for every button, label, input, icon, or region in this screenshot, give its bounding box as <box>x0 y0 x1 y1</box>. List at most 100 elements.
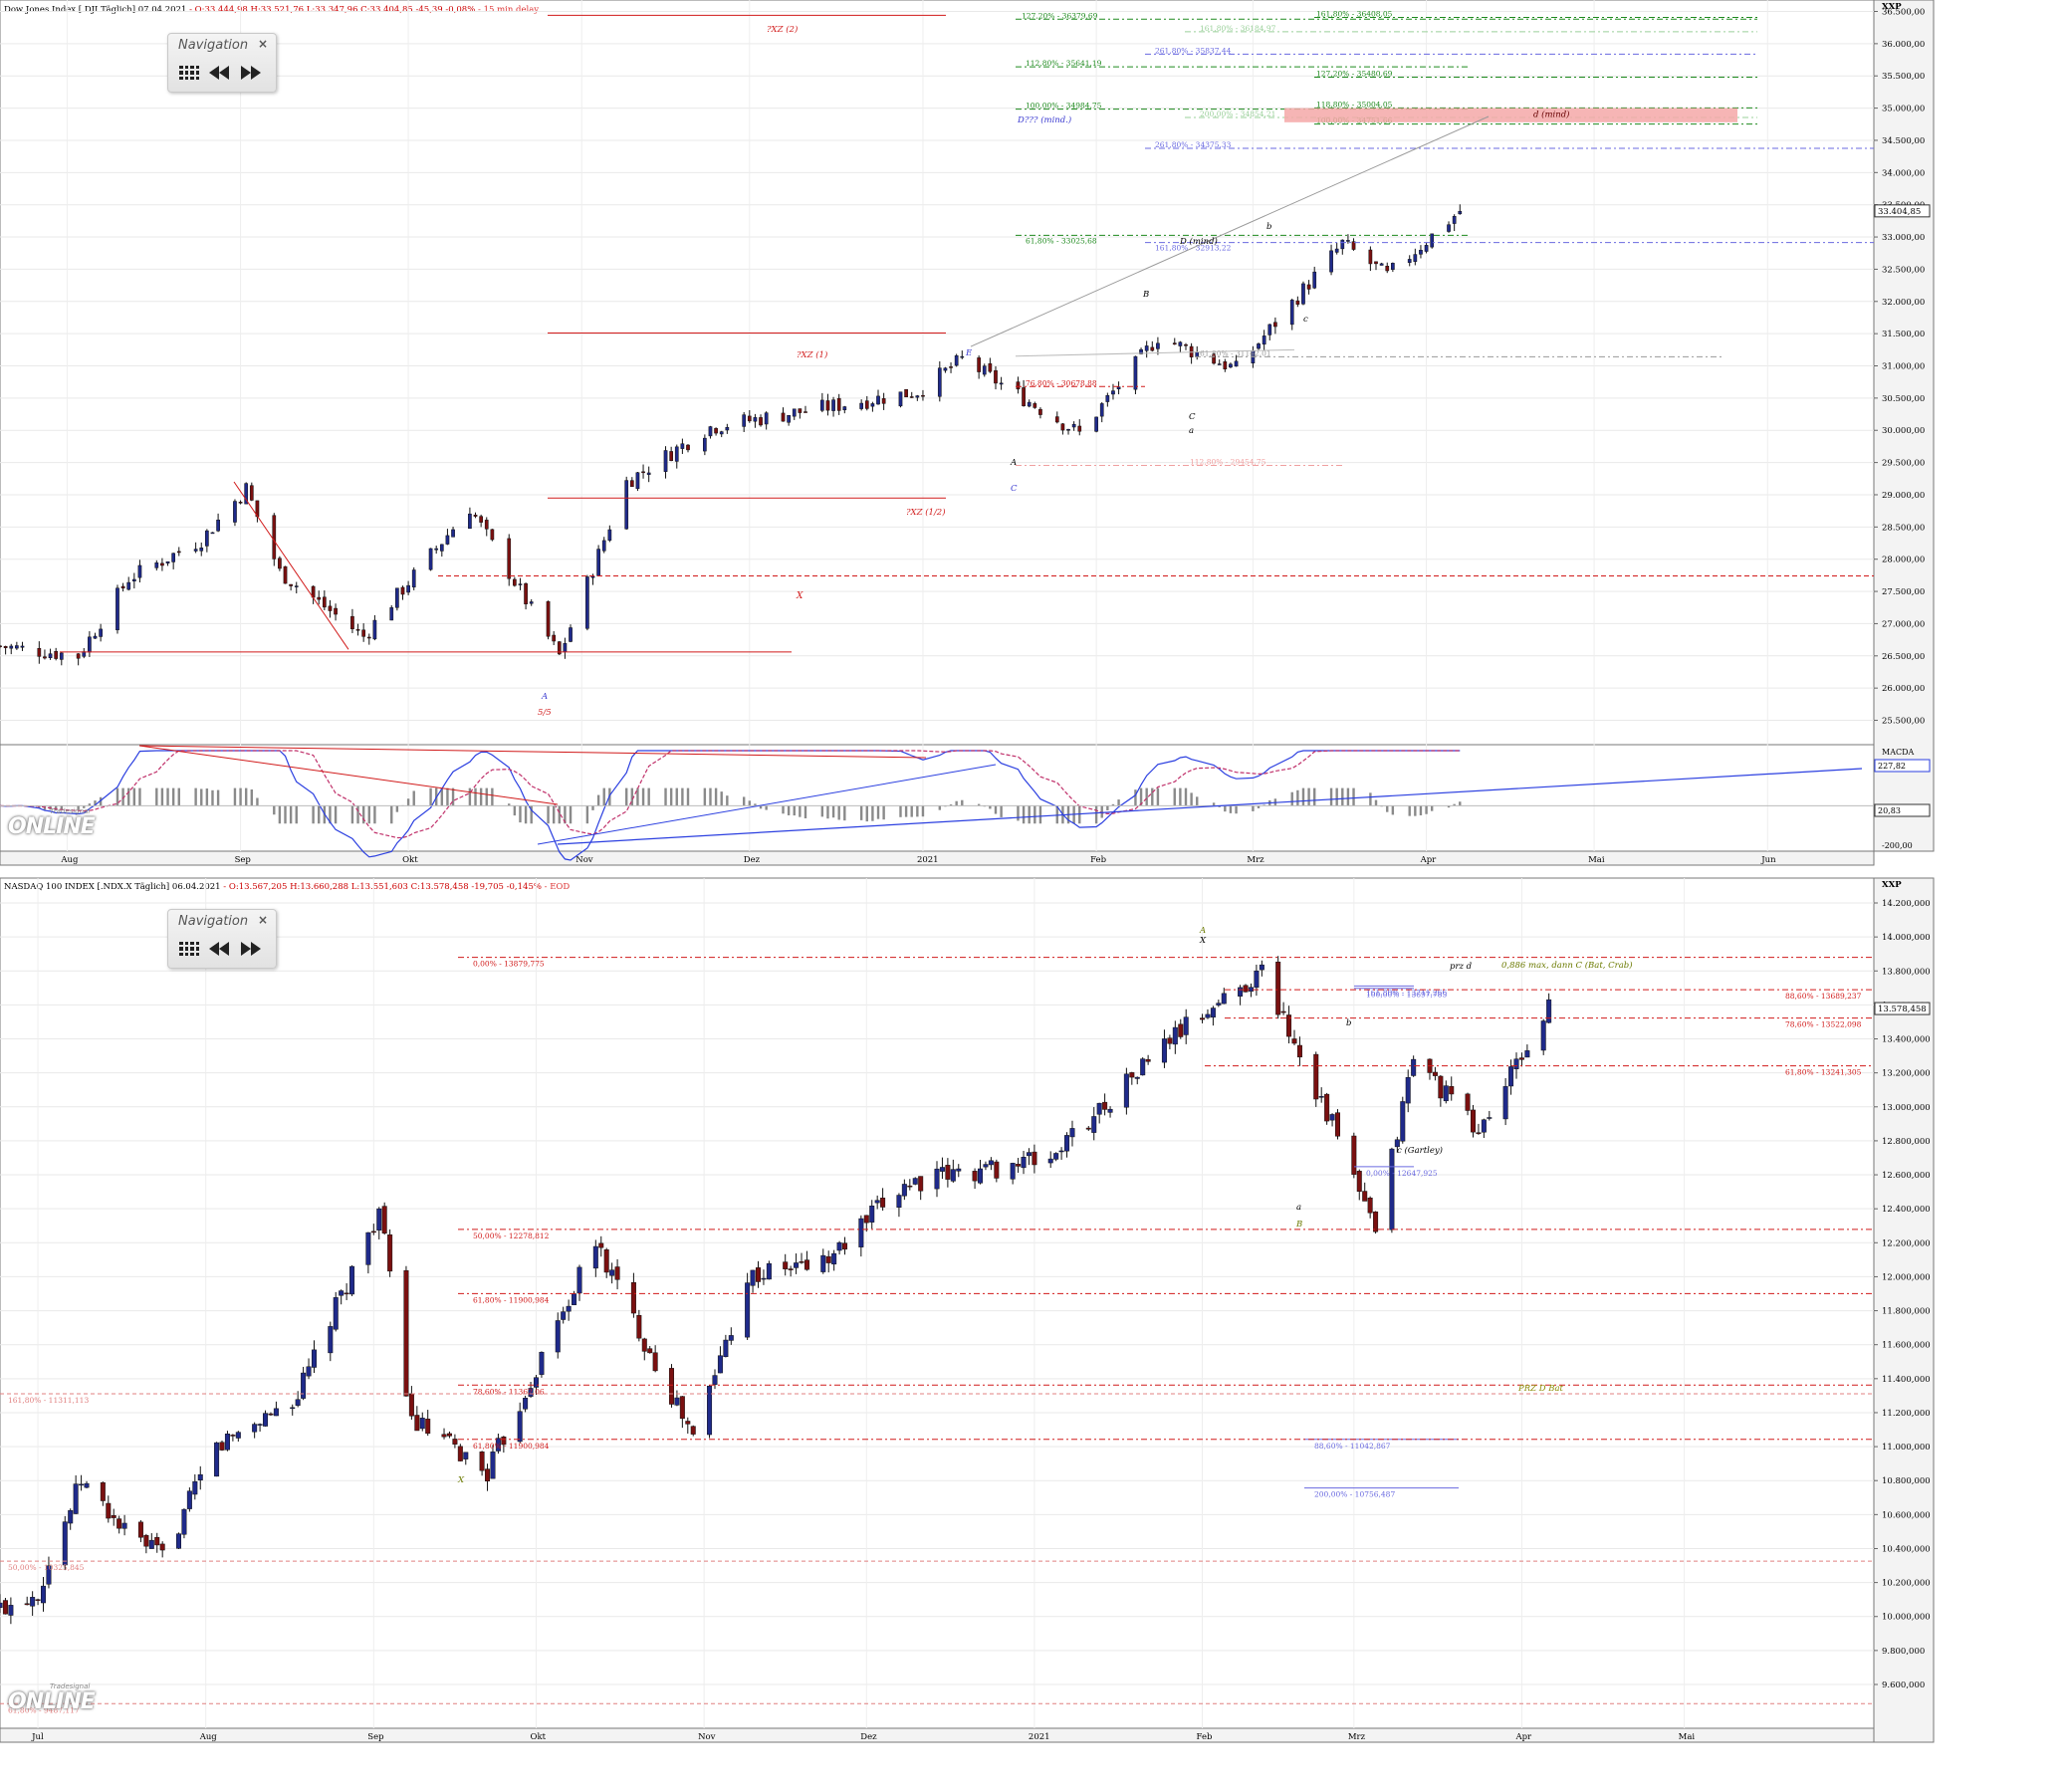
candle-body <box>669 451 673 462</box>
x-tick-label: 2021 <box>1029 1732 1050 1742</box>
candle-body <box>517 1411 523 1443</box>
candle-body <box>1351 1135 1357 1175</box>
grid-icon[interactable] <box>176 938 202 960</box>
annotation: d (mind) <box>1533 110 1569 120</box>
trendline-red <box>233 481 349 650</box>
candle-body <box>1324 1093 1330 1122</box>
hist-value-tag <box>1874 803 1931 817</box>
histogram-bar <box>703 787 707 806</box>
histogram-bar <box>216 789 220 806</box>
candle-body <box>1229 363 1233 368</box>
candle-body <box>84 1482 90 1488</box>
wave-label: c (Gartley) <box>1397 1145 1443 1156</box>
histogram-bar <box>446 787 449 806</box>
candle-body <box>601 540 606 552</box>
y-tick-label: 11.000,000 <box>1882 1443 1931 1453</box>
histogram-bar <box>1425 805 1428 814</box>
y-tick-label: 26.000,00 <box>1882 684 1925 694</box>
y-tick-label: 29.000,00 <box>1882 491 1925 501</box>
candle-body <box>1301 283 1305 305</box>
histogram-bar <box>1151 787 1154 806</box>
candle-body <box>804 1259 809 1270</box>
navigation-panel-dow[interactable]: Navigation × <box>167 33 277 93</box>
candle-body <box>126 581 131 590</box>
candle-body <box>524 582 528 604</box>
candle-body <box>1394 1139 1400 1148</box>
histogram-bar <box>284 805 287 824</box>
wave-label: X <box>457 1475 465 1485</box>
candle-body <box>753 417 758 422</box>
histogram-bar <box>630 787 634 806</box>
candle-body <box>62 1521 68 1566</box>
forward-icon[interactable] <box>238 938 264 960</box>
x-tick-label: Aug <box>199 1732 218 1742</box>
histogram-bar <box>350 805 354 824</box>
rewind-icon[interactable] <box>206 938 232 960</box>
forward-icon[interactable] <box>238 62 264 84</box>
y-tick-label: 14.000,000 <box>1882 933 1931 943</box>
grid-icon[interactable] <box>176 62 202 84</box>
histogram-bar <box>1369 792 1372 806</box>
histogram-bar <box>132 787 136 806</box>
histogram-bar <box>1296 789 1299 806</box>
candle-body <box>1318 1096 1324 1098</box>
candle-body <box>1133 355 1138 390</box>
candle-body <box>252 1424 258 1433</box>
candle-body <box>1022 387 1026 406</box>
candle-body <box>15 645 19 649</box>
candle-body <box>99 628 103 637</box>
candle-body <box>561 1311 567 1320</box>
candle-body <box>831 1252 837 1265</box>
histogram-bar <box>1386 805 1389 812</box>
candle-body <box>1021 1157 1027 1169</box>
candle-body <box>1540 1020 1546 1051</box>
histogram-bar <box>1235 805 1238 814</box>
candle-body <box>1458 210 1463 215</box>
wave-label: C <box>1189 412 1196 422</box>
macd-label: MACDA <box>1882 748 1915 757</box>
close-icon[interactable]: × <box>257 37 268 51</box>
candle-body <box>419 1418 425 1430</box>
y-tick-label: 33.000,00 <box>1882 233 1925 243</box>
histogram-bar <box>166 787 169 806</box>
candle-body <box>1447 224 1451 232</box>
histogram-bar <box>334 805 338 824</box>
macd-value: 227,82 <box>1878 762 1906 771</box>
candle-body <box>1077 425 1082 432</box>
candle-body <box>446 1433 452 1437</box>
fib-level-label: 200,00% - 10756,487 <box>1314 1490 1395 1499</box>
fib-level-label: 78,60% - 11362,06 <box>473 1387 545 1396</box>
candle-body <box>880 1198 886 1208</box>
candle-body <box>372 619 377 640</box>
candle-body <box>490 1452 496 1479</box>
wave-label: 0,886 max, dann C (Bat, Crab) <box>1501 960 1633 971</box>
navigation-panel-ndx[interactable]: Navigation × <box>167 909 277 969</box>
wave-label: E <box>965 348 973 358</box>
y-tick-label: 31.000,00 <box>1882 362 1925 372</box>
candle-body <box>921 394 925 397</box>
histogram-bar <box>1307 787 1310 806</box>
histogram-bar <box>647 787 650 806</box>
candle-body <box>566 1305 572 1312</box>
d-mind-zone <box>1284 108 1737 122</box>
candle-body <box>366 636 371 639</box>
histogram-bar <box>508 803 511 806</box>
wave-label: c <box>1303 315 1308 325</box>
y-tick-label: 35.000,00 <box>1882 105 1925 114</box>
rewind-icon[interactable] <box>206 62 232 84</box>
close-icon[interactable]: × <box>257 913 268 927</box>
candle-body <box>896 1195 902 1208</box>
wave-label: A <box>541 692 548 702</box>
candle-body <box>1060 423 1065 431</box>
candle-body <box>1026 1152 1032 1157</box>
candle-body <box>1312 271 1317 289</box>
candle-body <box>819 399 824 411</box>
annotation: ?XZ (1) <box>797 349 827 360</box>
macd-histogram <box>0 787 1462 824</box>
candle-body <box>1389 1148 1395 1231</box>
fib-level-label: 161,80% - 13711,266 <box>1366 988 1447 997</box>
candle-body <box>1053 1153 1059 1160</box>
candle-body <box>557 641 562 655</box>
candle-body <box>719 431 724 435</box>
